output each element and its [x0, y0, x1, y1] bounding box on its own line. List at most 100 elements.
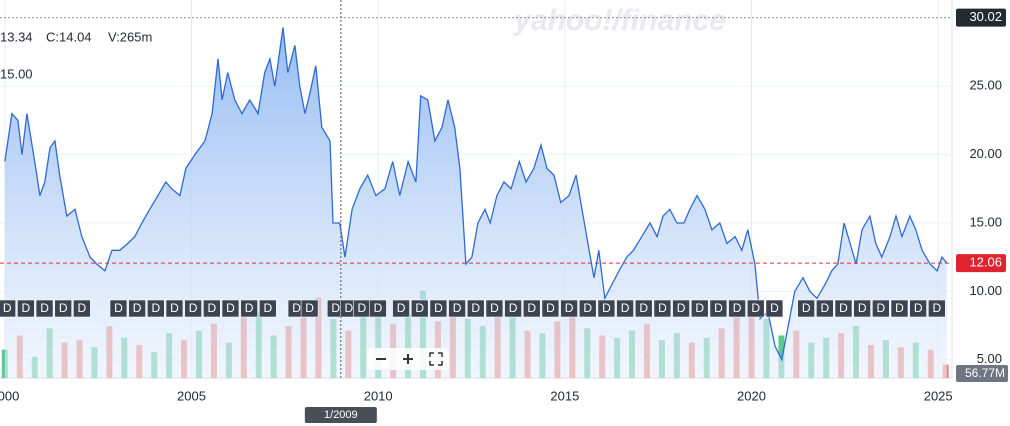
dividend-label: D: [876, 301, 885, 315]
dividend-label: D: [770, 301, 779, 315]
dividend-marker: [410, 299, 429, 318]
dividend-label: D: [434, 301, 443, 315]
dividend-label: D: [751, 301, 760, 315]
dividend-label: D: [78, 301, 87, 315]
crosshair-label: 1/2009: [324, 409, 358, 421]
dividend-label: D: [40, 301, 49, 315]
x-tick-label: 2000: [0, 388, 19, 403]
ohlc-volume: V:265m: [108, 29, 152, 44]
ohlc-extra: 15.00: [0, 66, 33, 81]
high-label: 30.02: [969, 9, 1002, 24]
dividend-label: D: [509, 301, 518, 315]
dividend-marker: [797, 299, 815, 318]
dividend-marker: [746, 299, 765, 318]
dividend-marker: [728, 299, 746, 318]
dividend-marker: [541, 299, 560, 318]
dividend-marker: [300, 299, 319, 318]
dividend-marker: [578, 299, 597, 318]
dividend-label: D: [639, 301, 648, 315]
dividend-marker: [203, 299, 221, 318]
volume-box: [956, 365, 1008, 382]
dividend-marker: [853, 299, 871, 318]
dividend-marker: [392, 299, 410, 318]
dividend-marker: [184, 299, 202, 318]
price-area: [4, 27, 947, 378]
dividend-label: D: [895, 301, 904, 315]
x-tick-label: 2005: [177, 388, 206, 403]
dividend-marker: [240, 299, 258, 318]
dividend-marker: [709, 299, 728, 318]
volume-bar: [778, 335, 785, 378]
dividend-marker: [54, 299, 73, 318]
price-line: [4, 27, 948, 362]
dividend-marker: [369, 299, 387, 318]
dividend-label: D: [546, 301, 555, 315]
last-price-label: 12.06: [969, 255, 1002, 270]
dividend-label: D: [658, 301, 667, 315]
dividend-marker: [616, 299, 634, 318]
dividend-label: D: [226, 301, 235, 315]
dividend-marker: [165, 299, 184, 318]
fullscreen[interactable]: [429, 352, 443, 366]
y-tick-label: 5.00: [977, 351, 1002, 366]
dividend-marker: [597, 299, 616, 318]
dividend-marker: [522, 299, 541, 318]
x-tick-label: 2015: [550, 388, 579, 403]
dividend-marker: [259, 299, 277, 318]
ohlc-low: 13.34: [0, 29, 33, 44]
dividend-marker: [890, 299, 909, 318]
zoom-controls: [367, 348, 449, 370]
dividend-label: D: [583, 301, 592, 315]
dividend-label: D: [114, 301, 123, 315]
dividend-label: D: [170, 301, 179, 315]
dividend-label: D: [858, 301, 867, 315]
y-tick-label: 10.00: [969, 283, 1002, 298]
dividend-label: D: [471, 301, 480, 315]
dividend-label: D: [914, 301, 923, 315]
dividend-marker: [128, 299, 146, 318]
dividend-label: D: [733, 301, 742, 315]
dividend-marker: [765, 299, 784, 318]
dividend-marker: [634, 299, 653, 318]
dividend-label: D: [839, 301, 848, 315]
dividend-marker: [928, 299, 946, 318]
dividend-label: D: [151, 301, 160, 315]
x-tick-label: 2010: [364, 388, 393, 403]
dividend-marker: [448, 299, 466, 318]
dividend-label: D: [358, 301, 367, 315]
dividend-label: D: [189, 301, 198, 315]
dividend-marker: [672, 299, 690, 318]
volume-label: 56.77M: [965, 366, 1005, 380]
dividend-marker: [560, 299, 578, 318]
dividend-label: D: [695, 301, 704, 315]
dividend-label: D: [527, 301, 536, 315]
y-tick-label: 25.00: [969, 78, 1002, 93]
dividend-label: D: [263, 301, 272, 315]
dividend-marker: [35, 299, 54, 318]
dividend-label: D: [331, 301, 340, 315]
dividend-label: D: [207, 301, 216, 315]
price-layer: [4, 27, 948, 378]
dividend-marker: [466, 299, 485, 318]
dividend-label: D: [59, 301, 68, 315]
watermark: yahoo!/finance: [512, 4, 726, 37]
dividend-marker: [17, 299, 35, 318]
dividend-marker: [816, 299, 834, 318]
dividend-marker: [147, 299, 165, 318]
dividend-label: D: [397, 301, 406, 315]
dividend-label: D: [820, 301, 829, 315]
dividend-marker: [109, 299, 128, 318]
dividend-marker: [653, 299, 672, 318]
dividend-label: D: [415, 301, 424, 315]
dividend-label: D: [22, 301, 31, 315]
dividend-marker: [690, 299, 709, 318]
volume-bar: [1, 349, 8, 378]
dividend-label: D: [344, 301, 353, 315]
dividend-marker: [872, 299, 890, 318]
dividend-label: D: [292, 301, 301, 315]
dividend-marker: [73, 299, 91, 318]
y-tick-label: 15.00: [969, 214, 1002, 229]
dividend-marker: [221, 299, 240, 318]
high-box: [956, 8, 1006, 27]
